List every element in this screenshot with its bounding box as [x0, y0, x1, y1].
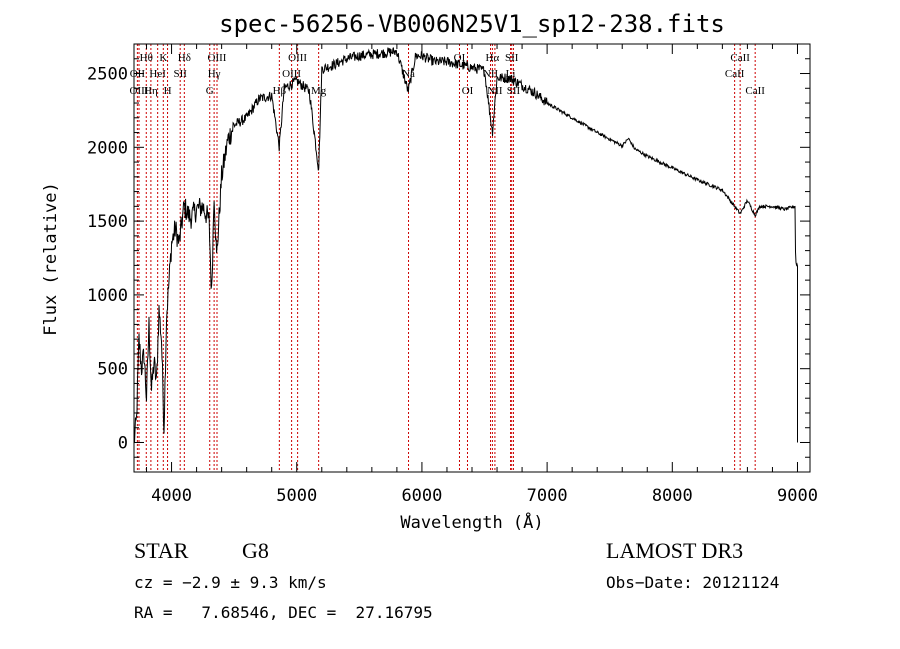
y-tick-label: 1000: [87, 286, 128, 306]
x-tick-label: 5000: [276, 486, 317, 506]
survey-name: LAMOST DR3: [606, 538, 744, 563]
spectral-line-label: SII: [173, 68, 187, 80]
x-tick-label: 8000: [652, 486, 693, 506]
x-axis-label: Wavelength (Å): [400, 511, 543, 533]
spectral-line-label: SII: [505, 52, 519, 64]
spectral-line-label: SII: [507, 85, 521, 97]
spectral-line-label: Hθ: [140, 52, 153, 64]
spectral-line-label: G: [206, 85, 214, 97]
chart-title: spec-56256-VB006N25V1_sp12-238.fits: [219, 10, 725, 38]
coordinates: RA = 7.68546, DEC = 27.16795: [134, 603, 433, 622]
spectral-line-label: OIII: [208, 52, 227, 64]
plot-frame: [133, 43, 811, 473]
y-tick-label: 500: [97, 360, 128, 380]
spectral-line-label: Hα: [486, 52, 500, 64]
spectral-line-label: NII: [483, 68, 499, 80]
x-tick-label: 4000: [151, 486, 192, 506]
spectral-line-label: Hβ: [273, 85, 287, 97]
spectral-line-label: OI: [454, 52, 466, 64]
axis-ticks: 4000 5000 6000 7000 8000 9000 0 500 1000 1500 2000…: [87, 43, 818, 506]
spectral-line-label: Hδ: [178, 52, 191, 64]
spectral-line-label: NII: [487, 85, 503, 97]
flux-series-line: [133, 47, 798, 443]
x-tick-label: 7000: [527, 486, 568, 506]
spectral-line-label: Hγ: [208, 68, 221, 80]
spectral-line-label: OI: [462, 85, 474, 97]
spectral-line-label: H: [164, 85, 172, 97]
y-tick-label: 2500: [87, 65, 128, 85]
y-tick-label: 2000: [87, 138, 128, 158]
spectral-line-label: CaII: [745, 85, 765, 97]
observation-date: Obs−Date: 20121124: [606, 573, 780, 592]
spectral-line-label: Li: [506, 68, 516, 80]
spectral-line-label: K: [159, 52, 167, 64]
spectral-line-label: Hη: [144, 85, 158, 97]
spectral-line-label: CaII: [730, 52, 750, 64]
object-subclass: G8: [242, 538, 269, 563]
spectral-lines: [136, 44, 756, 472]
x-tick-label: 6000: [401, 486, 442, 506]
spectral-line-label: HeI: [149, 68, 166, 80]
y-tick-label: 0: [118, 433, 128, 453]
spectral-line-label: CaII: [725, 68, 745, 80]
y-tick-label: 1500: [87, 212, 128, 232]
spectral-line-label: Mg: [311, 85, 327, 97]
x-tick-label: 9000: [777, 486, 818, 506]
redshift-velocity: cz = −2.9 ± 9.3 km/s: [134, 573, 327, 592]
y-axis-label: Flux (relative): [41, 182, 61, 336]
object-class: STAR: [134, 538, 189, 563]
spectral-line-label: OIII: [282, 68, 301, 80]
spectral-line-label: OIII: [288, 52, 307, 64]
